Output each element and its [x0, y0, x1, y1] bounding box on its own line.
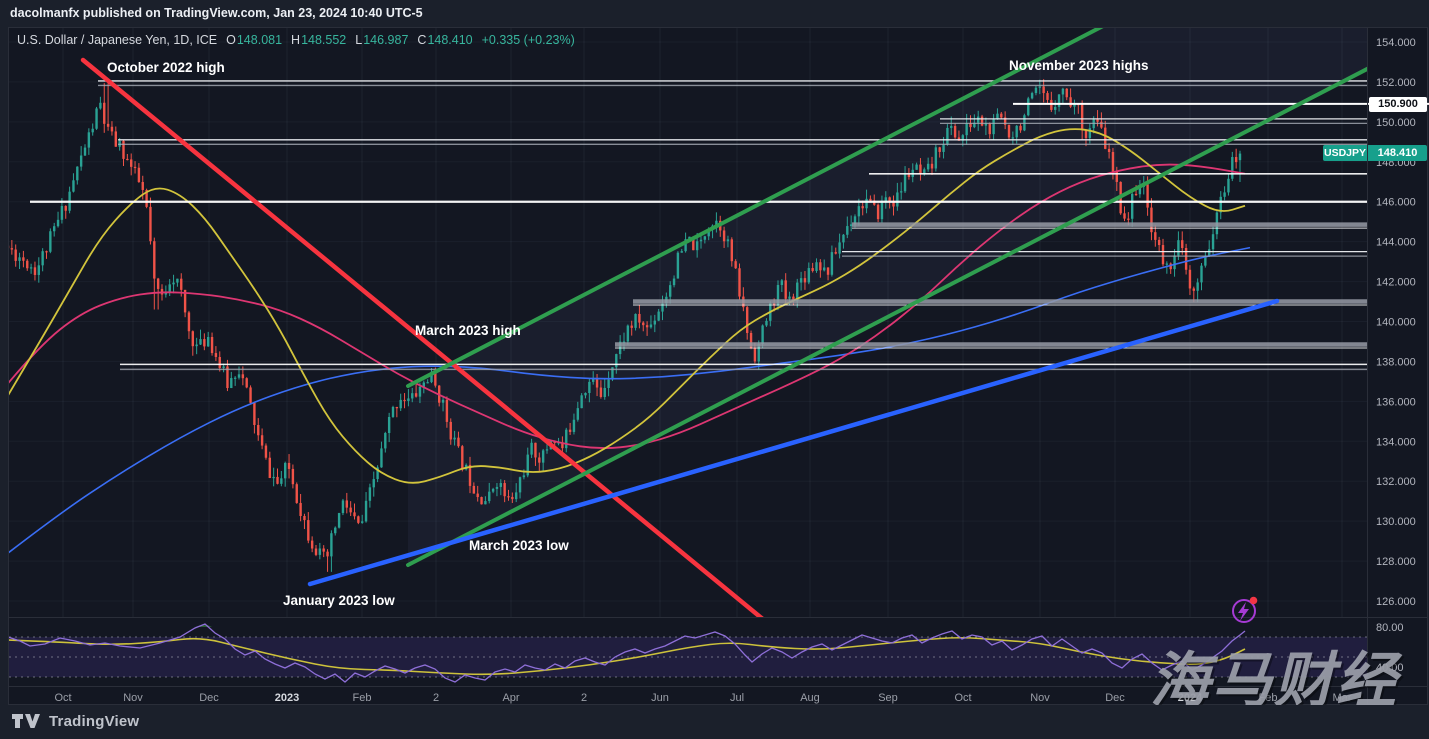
- time-axis-label: Jul: [730, 692, 744, 704]
- symbol-title[interactable]: U.S. Dollar / Japanese Yen, 1D, ICE: [17, 33, 218, 47]
- sma-slow-blue: [9, 246, 1251, 554]
- annotation-label[interactable]: November 2023 highs: [1009, 58, 1149, 73]
- time-axis-label: Feb: [353, 692, 372, 704]
- october-2022-descending-resistance[interactable]: [80, 57, 773, 625]
- long-term-ascending-support[interactable]: [307, 298, 1280, 587]
- boost-icon[interactable]: [1232, 596, 1258, 623]
- time-axis-label: 2023: [275, 692, 299, 704]
- time-axis-label: Feb: [1259, 692, 1278, 704]
- trendlines[interactable]: [80, 25, 1429, 625]
- time-axis-label: Nov: [1030, 692, 1050, 704]
- sma-mid-pink: [9, 163, 1246, 449]
- price-axis-label: 154.000: [1376, 37, 1416, 49]
- low-value: 146.987: [363, 33, 409, 47]
- pane-frame: [9, 28, 1428, 704]
- price-axis-label: 136.000: [1376, 396, 1416, 408]
- symbol-chip: USDJPY: [1323, 145, 1367, 161]
- time-axis-label: 2: [581, 692, 587, 704]
- publish-bar: dacolmanfx published on TradingView.com,…: [0, 0, 1429, 27]
- price-axis-label: 144.000: [1376, 237, 1416, 249]
- publish-text: dacolmanfx published on TradingView.com,…: [10, 6, 423, 20]
- indicator-axis-label: 80.00: [1376, 622, 1404, 634]
- time-axis-label: Apr: [502, 692, 519, 704]
- price-axis-label: 126.000: [1376, 596, 1416, 608]
- time-axis-label: Oct: [954, 692, 971, 704]
- indicator-axis: 80.00 40.00: [1376, 622, 1404, 674]
- price-axis-label: 138.000: [1376, 356, 1416, 368]
- change-value: +0.335 (+0.23%): [481, 33, 575, 47]
- ascending-channel-fill: [408, 28, 1367, 565]
- time-axis-label: Dec: [1105, 692, 1125, 704]
- tradingview-logo-icon[interactable]: [12, 714, 42, 729]
- indicator-axis-label: 40.00: [1376, 662, 1404, 674]
- low-label: L: [355, 33, 363, 47]
- annotation-label[interactable]: October 2022 high: [107, 60, 225, 75]
- footer-bar: TradingView: [0, 705, 1429, 739]
- high-value: 148.552: [301, 33, 347, 47]
- price-axis-label: 152.000: [1376, 77, 1416, 89]
- tradingview-brand-text[interactable]: TradingView: [49, 713, 140, 730]
- time-axis-label: Sep: [878, 692, 898, 704]
- price-axis-label: 146.000: [1376, 197, 1416, 209]
- annotation-label[interactable]: January 2023 low: [283, 593, 395, 608]
- time-axis-label: Mar: [1333, 692, 1352, 704]
- time-axis-label: Jun: [651, 692, 669, 704]
- high-label: H: [291, 33, 301, 47]
- price-axis-label: 140.000: [1376, 317, 1416, 329]
- price-axis-label: 134.000: [1376, 436, 1416, 448]
- time-axis-label: Nov: [123, 692, 143, 704]
- time-axis[interactable]: Oct Nov Dec 2023 Feb 2 Apr 2 Jun Jul Aug Sep Oct Nov D…: [54, 692, 1351, 704]
- price-axis-label: 142.000: [1376, 277, 1416, 289]
- price-axis-label: 150.000: [1376, 117, 1416, 129]
- close-value: 148.410: [427, 33, 473, 47]
- price-axis-label: 128.000: [1376, 556, 1416, 568]
- ascending-channel-upper[interactable]: [406, 25, 1107, 388]
- annotation-label[interactable]: March 2023 low: [469, 538, 569, 553]
- price-axis-label: 130.000: [1376, 516, 1416, 528]
- open-label: O: [226, 33, 236, 47]
- ascending-channel-lower[interactable]: [406, 35, 1429, 567]
- annotation-label[interactable]: March 2023 high: [415, 323, 521, 338]
- symbol-ohlc-header: U.S. Dollar / Japanese Yen, 1D, ICE O 148…: [17, 33, 575, 47]
- time-axis-label: 2: [433, 692, 439, 704]
- last-price-badge: 148.410: [1368, 145, 1427, 161]
- support-resistance-levels[interactable]: [30, 80, 1429, 371]
- time-axis-label: Oct: [54, 692, 71, 704]
- watermark-cjk: 海马财经: [1150, 647, 1398, 714]
- open-value: 148.081: [236, 33, 283, 47]
- price-axis-label: 132.000: [1376, 476, 1416, 488]
- rsi-line-purple: [9, 623, 1246, 683]
- chart-annotations[interactable]: October 2022 high November 2023 highs Marc…: [107, 58, 1149, 608]
- time-axis-label: 2024: [1178, 692, 1203, 704]
- close-label: C: [417, 33, 427, 47]
- time-axis-label: Aug: [800, 692, 820, 704]
- price-axis[interactable]: 154.000152.000150.000148.000146.000144.0…: [1376, 37, 1416, 608]
- rsi-pane: [9, 623, 1367, 683]
- time-axis-label: Dec: [199, 692, 219, 704]
- boost-alert-dot: [1249, 596, 1258, 605]
- price-level-badge: 150.900: [1369, 97, 1427, 112]
